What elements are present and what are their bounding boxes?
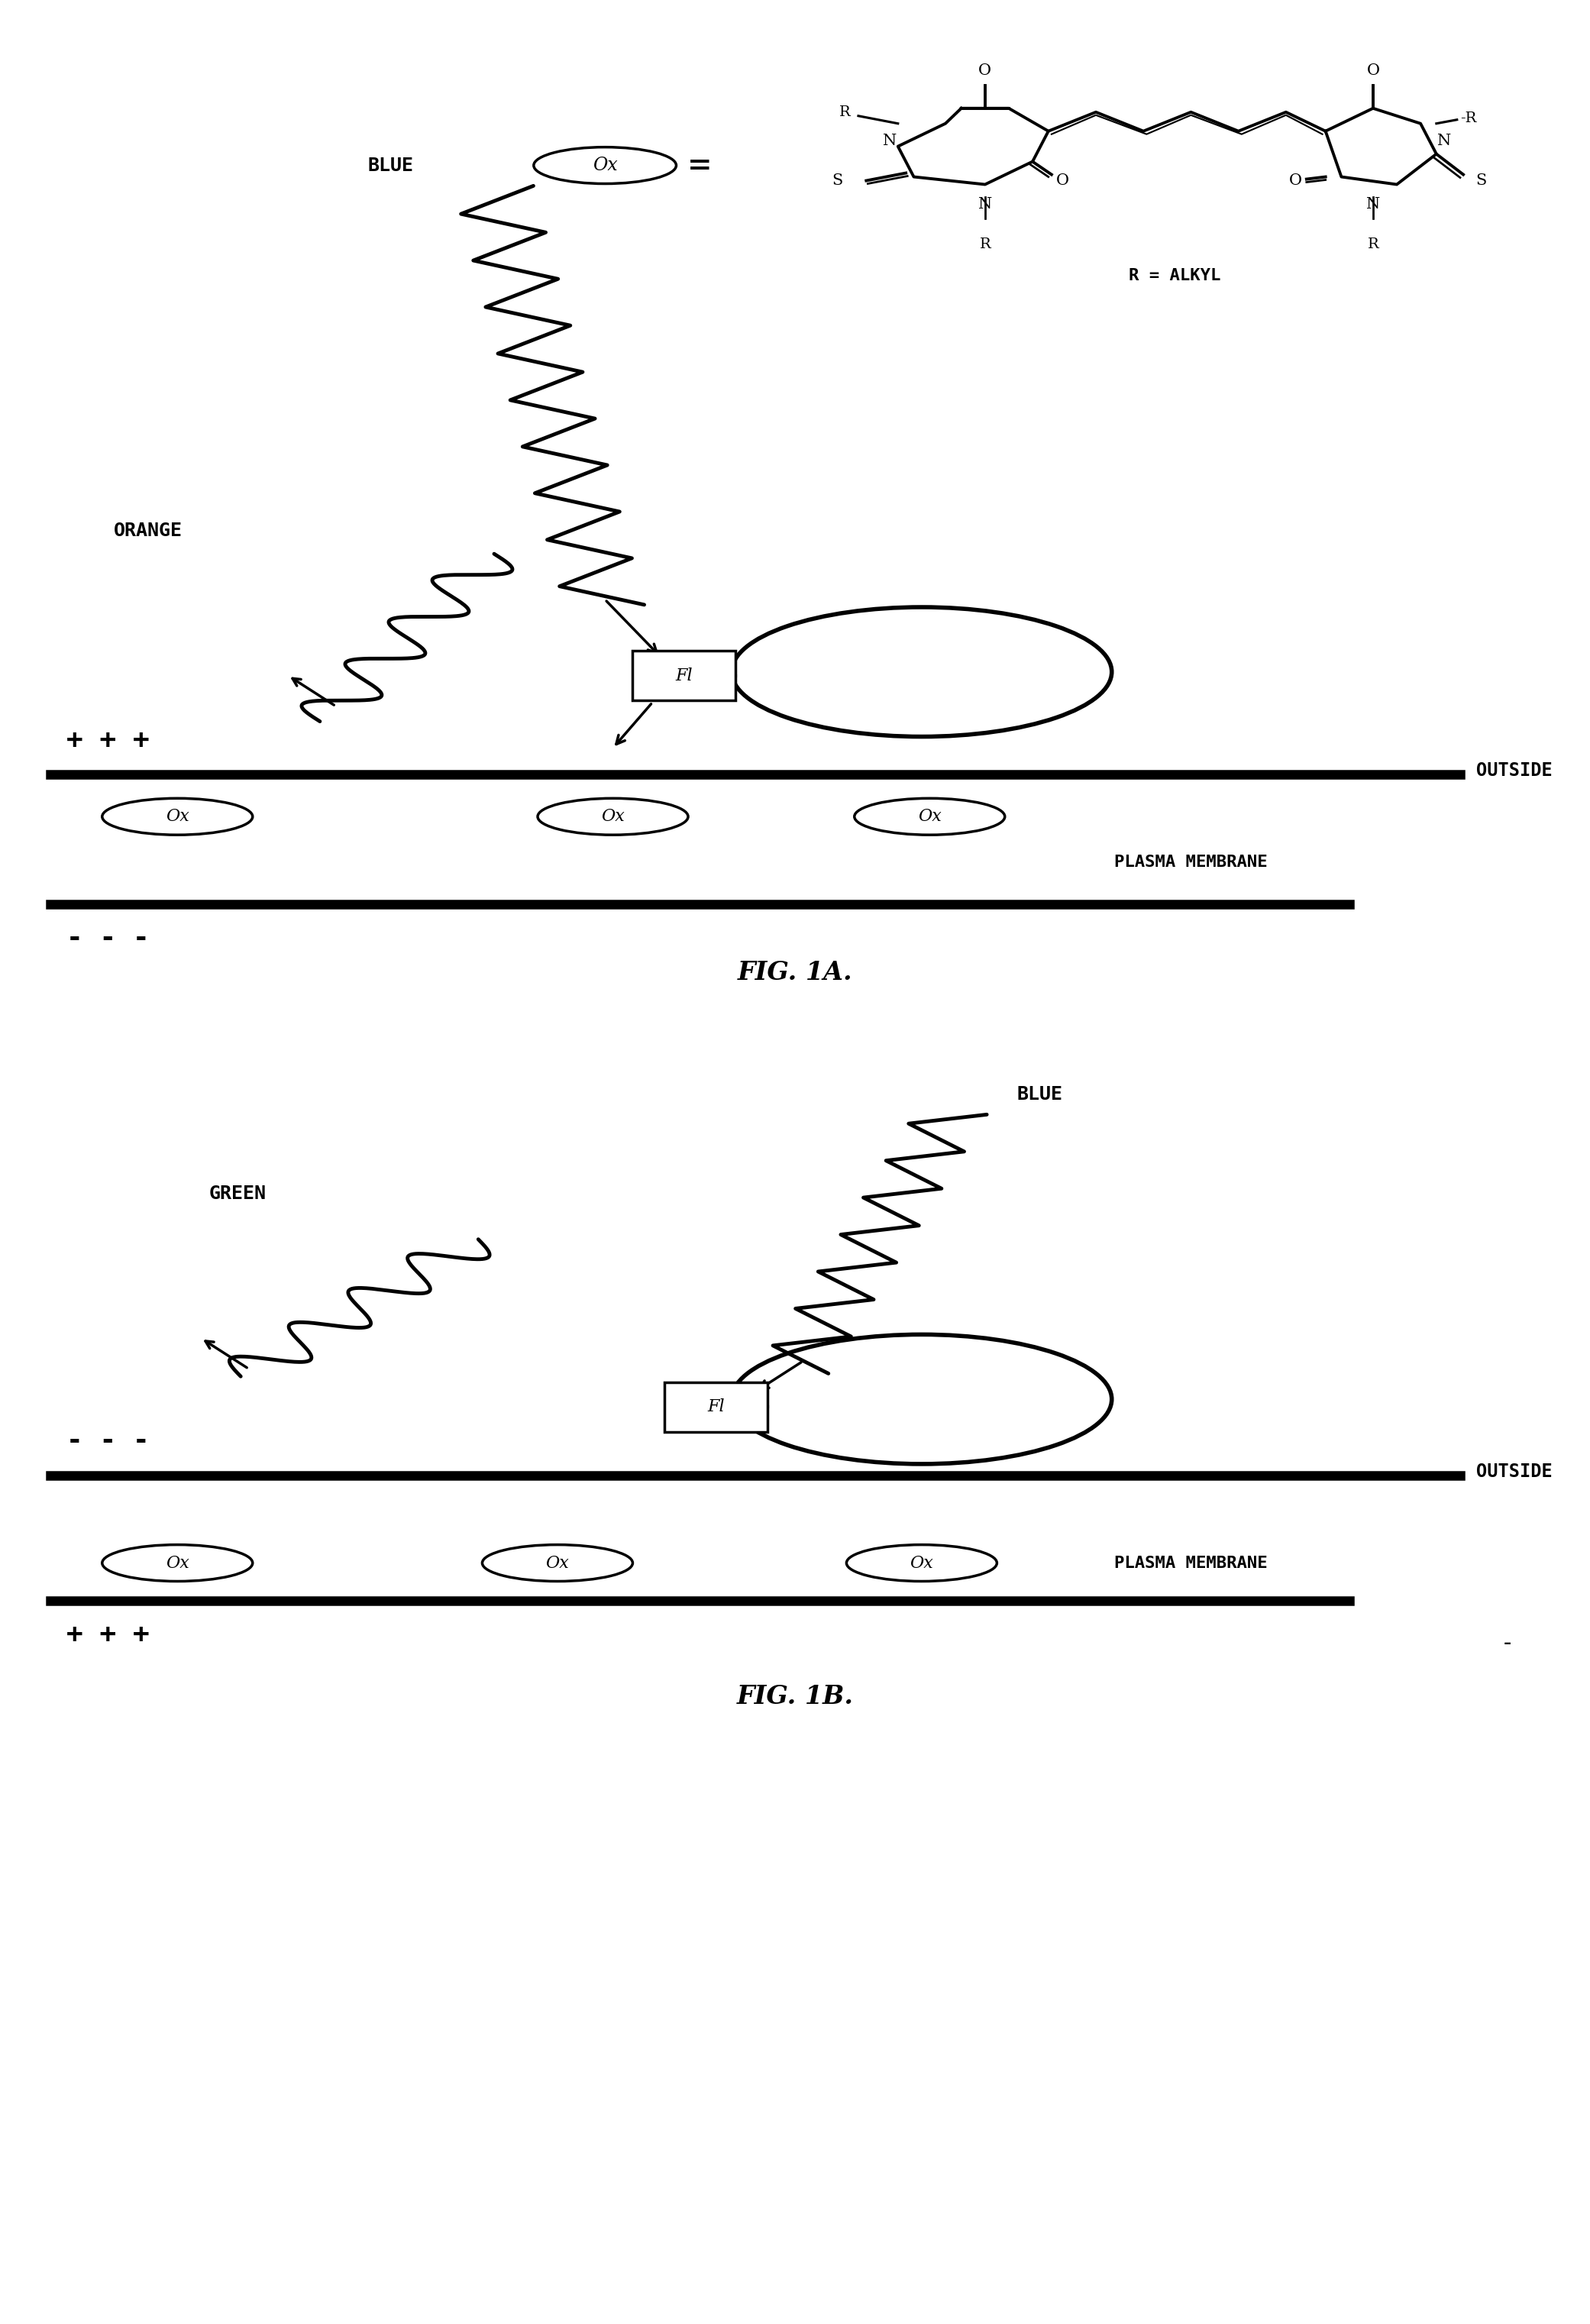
Text: FIG. 1B.: FIG. 1B.	[736, 1683, 854, 1708]
Text: + + +: + + +	[67, 1622, 149, 1648]
Ellipse shape	[537, 799, 688, 834]
Ellipse shape	[102, 799, 253, 834]
Ellipse shape	[534, 146, 676, 184]
Text: PLASMA MEMBRANE: PLASMA MEMBRANE	[1115, 855, 1267, 869]
Text: OUTSIDE: OUTSIDE	[1476, 1462, 1552, 1480]
Bar	[665, 1383, 768, 1432]
Text: + + +: + + +	[67, 727, 149, 753]
Text: R: R	[1367, 237, 1379, 251]
Text: S: S	[832, 174, 843, 188]
Text: Ox: Ox	[917, 809, 941, 825]
Text: O: O	[1056, 174, 1070, 188]
Text: O: O	[1366, 63, 1380, 77]
Text: O: O	[978, 63, 992, 77]
Text: Ox: Ox	[165, 1555, 189, 1571]
Text: Ox: Ox	[593, 156, 617, 174]
Ellipse shape	[102, 1545, 253, 1580]
Text: R = ALKYL: R = ALKYL	[1129, 267, 1221, 284]
Text: N: N	[882, 132, 897, 149]
Text: BLUE: BLUE	[1016, 1085, 1062, 1104]
Text: Fl: Fl	[708, 1399, 725, 1415]
Text: N: N	[1437, 132, 1452, 149]
Text: =: =	[687, 151, 712, 179]
Ellipse shape	[846, 1545, 997, 1580]
Ellipse shape	[482, 1545, 633, 1580]
Text: FIG. 1A.: FIG. 1A.	[738, 960, 852, 985]
Text: Ox: Ox	[909, 1555, 933, 1571]
Text: - - -: - - -	[67, 925, 149, 951]
Text: Ox: Ox	[601, 809, 625, 825]
Text: BLUE: BLUE	[367, 156, 413, 174]
Text: R: R	[979, 237, 991, 251]
Text: Fl: Fl	[676, 667, 693, 683]
Text: OUTSIDE: OUTSIDE	[1476, 762, 1552, 781]
Text: R: R	[840, 105, 851, 119]
Text: ORANGE: ORANGE	[114, 523, 183, 539]
Text: O: O	[1289, 174, 1302, 188]
Ellipse shape	[854, 799, 1005, 834]
Text: -: -	[1501, 1631, 1515, 1655]
Text: GREEN: GREEN	[208, 1185, 267, 1204]
Text: S: S	[1476, 174, 1487, 188]
Text: N: N	[978, 198, 992, 211]
Text: Ox: Ox	[165, 809, 189, 825]
Bar	[633, 651, 736, 700]
Text: -R: -R	[1460, 112, 1477, 125]
Text: Ox: Ox	[545, 1555, 569, 1571]
Text: PLASMA MEMBRANE: PLASMA MEMBRANE	[1115, 1555, 1267, 1571]
Text: N: N	[1366, 198, 1380, 211]
Text: - - -: - - -	[67, 1429, 149, 1455]
